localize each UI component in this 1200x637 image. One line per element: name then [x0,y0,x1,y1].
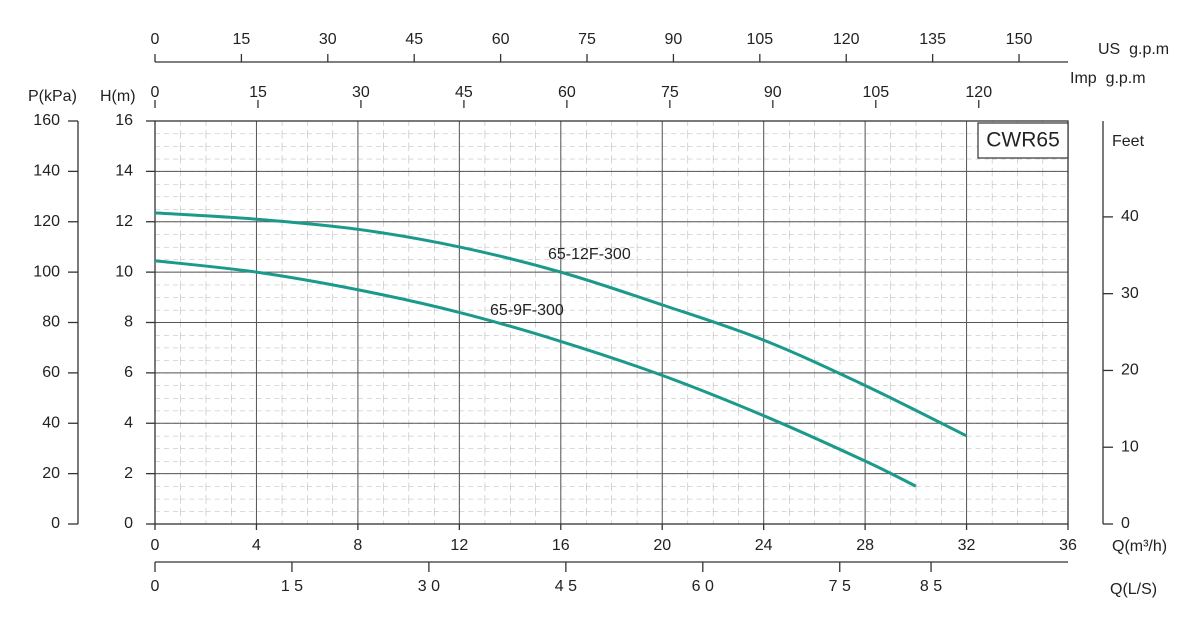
us-gpm-tick-label: 45 [405,31,423,48]
us-gpm-tick-label: 120 [833,31,860,48]
y-tick-label: 2 [124,465,133,482]
x-tick-label: 8 [353,537,362,554]
pressure-tick-label: 20 [42,465,60,482]
us-gpm-axis-title: US g.p.m [1098,41,1169,58]
x-axis-title: Q(m³/h) [1112,538,1167,555]
us-gpm-tick-label: 90 [665,31,683,48]
y-tick-label: 4 [124,414,133,431]
curve [154,211,968,438]
imp-gpm-tick-label: 30 [352,84,370,101]
annotation-box [977,122,1069,159]
x-tick-label: 16 [552,537,570,554]
us-gpm-tick-label: 15 [233,31,251,48]
us-gpm-tick-label: 135 [919,31,946,48]
us-gpm-tick-label: 60 [492,31,510,48]
ls-tick-label: 3 0 [418,578,440,595]
ls-tick-label: 0 [151,578,160,595]
y-tick-label: 10 [115,263,133,280]
imp-gpm-tick-label: 45 [455,84,473,101]
x-tick-label: 4 [252,537,261,554]
imp-gpm-tick-label: 0 [151,84,160,101]
x-tick-label: 24 [755,537,773,554]
imp-gpm-axis-title: Imp g.p.m [1070,70,1146,87]
y-axis-title: H(m) [100,88,136,105]
pressure-tick-label: 40 [42,414,60,431]
ls-tick-label: 6 0 [692,578,714,595]
curve [154,259,917,488]
pressure-tick-label: 0 [51,515,60,532]
ls-tick-label: 1 5 [281,578,303,595]
us-gpm-tick-label: 105 [746,31,773,48]
feet-tick-label: 10 [1121,438,1139,455]
x-tick-label: 20 [653,537,671,554]
annotation: CWR65 [986,129,1060,152]
y-tick-label: 14 [115,163,133,180]
x-tick-label: 0 [151,537,160,554]
pressure-tick-label: 100 [33,263,60,280]
x-tick-label: 28 [856,537,874,554]
us-gpm-tick-label: 0 [151,31,160,48]
y-tick-label: 6 [124,364,133,381]
imp-gpm-tick-label: 60 [558,84,576,101]
curve-label: 65-9F-300 [490,302,564,319]
us-gpm-tick-label: 150 [1006,31,1033,48]
ls-axis-title: Q(L/S) [1110,581,1157,598]
imp-gpm-tick-label: 120 [965,84,992,101]
pressure-axis-title: P(kPa) [28,88,77,105]
y-tick-label: 0 [124,515,133,532]
imp-gpm-tick-label: 75 [661,84,679,101]
y-tick-label: 12 [115,213,133,230]
imp-gpm-tick-label: 90 [764,84,782,101]
pressure-tick-label: 120 [33,213,60,230]
ls-tick-label: 7 5 [829,578,851,595]
ls-tick-label: 8 5 [920,578,942,595]
y-tick-label: 8 [124,314,133,331]
feet-tick-label: 40 [1121,208,1139,225]
y-tick-label: 16 [115,112,133,129]
us-gpm-tick-label: 75 [578,31,596,48]
pressure-tick-label: 60 [42,364,60,381]
x-tick-label: 36 [1059,537,1077,554]
imp-gpm-tick-label: 15 [249,84,267,101]
feet-tick-label: 0 [1121,515,1130,532]
x-tick-label: 12 [450,537,468,554]
feet-tick-label: 30 [1121,285,1139,302]
imp-gpm-tick-label: 105 [862,84,889,101]
us-gpm-tick-label: 30 [319,31,337,48]
x-tick-label: 32 [958,537,976,554]
curve-label: 65-12F-300 [548,246,631,263]
feet-axis-title: Feet [1112,133,1145,150]
ls-tick-label: 4 5 [555,578,577,595]
pressure-tick-label: 160 [33,112,60,129]
pressure-tick-label: 140 [33,163,60,180]
feet-tick-label: 20 [1121,362,1139,379]
pressure-tick-label: 80 [42,314,60,331]
